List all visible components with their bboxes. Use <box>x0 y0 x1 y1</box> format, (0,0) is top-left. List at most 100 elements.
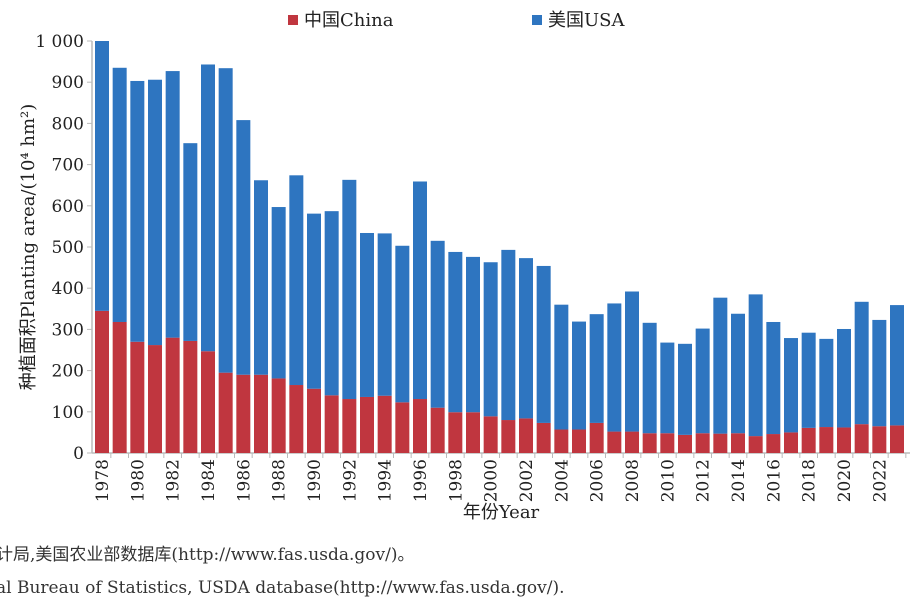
bar-china-2005 <box>572 429 586 453</box>
x-axis-title: 年份Year <box>463 502 540 523</box>
bar-china-1995 <box>395 402 410 453</box>
x-tick-label: 2008 <box>623 459 643 502</box>
bar-china-1999 <box>466 412 480 453</box>
bar-china-2021 <box>854 424 869 453</box>
bar-usa-1988 <box>271 207 286 379</box>
bar-china-2004 <box>554 429 569 453</box>
bar-china-1989 <box>289 385 304 453</box>
bar-china-2023 <box>890 425 904 453</box>
bar-usa-2007 <box>607 303 622 432</box>
bar-china-2008 <box>625 431 639 453</box>
bar-usa-1981 <box>148 79 162 346</box>
bar-china-2011 <box>678 434 692 453</box>
x-tick-label: 2014 <box>729 459 749 502</box>
legend-label-china: 中国China <box>304 10 394 31</box>
bar-china-1985 <box>218 372 233 453</box>
bar-china-1990 <box>307 388 321 453</box>
bar-china-2014 <box>731 433 745 453</box>
x-tick-label: 2002 <box>517 459 537 502</box>
legend-label-usa: 美国USA <box>548 10 626 31</box>
bar-china-2018 <box>801 427 816 453</box>
bar-china-1996 <box>413 399 427 453</box>
x-tick-label: 1990 <box>305 459 325 502</box>
bar-usa-2010 <box>660 342 675 434</box>
bar-usa-1979 <box>112 67 127 322</box>
y-tick-label: 200 <box>52 362 84 382</box>
y-tick-label: 700 <box>52 156 84 176</box>
bar-usa-2005 <box>572 321 586 430</box>
x-tick-label: 2004 <box>552 459 572 502</box>
bar-china-1994 <box>377 395 392 453</box>
bar-usa-2006 <box>589 314 604 423</box>
bar-usa-2004 <box>554 304 569 430</box>
bar-china-2009 <box>642 433 657 453</box>
bar-usa-2013 <box>713 297 728 434</box>
bar-china-1993 <box>360 396 374 453</box>
y-tick-label: 300 <box>52 320 84 340</box>
bar-china-2015 <box>748 436 763 453</box>
bar-china-1981 <box>148 345 162 453</box>
x-tick-label: 2020 <box>835 459 855 502</box>
x-tick-label: 1998 <box>446 459 466 502</box>
bar-china-1991 <box>324 395 339 453</box>
x-tick-label: 1978 <box>93 459 113 502</box>
bar-china-2002 <box>519 418 533 453</box>
bar-usa-1991 <box>324 211 339 396</box>
y-tick-label: 0 <box>73 444 84 464</box>
bar-usa-2001 <box>501 249 516 421</box>
x-tick-label: 1996 <box>411 459 431 502</box>
x-tick-label: 2010 <box>658 459 678 502</box>
x-tick-label: 2016 <box>764 459 784 502</box>
bar-usa-1986 <box>236 120 251 375</box>
x-tick-label: 1992 <box>340 459 360 502</box>
bar-usa-1995 <box>395 245 410 403</box>
bar-usa-1989 <box>289 175 304 386</box>
bar-usa-1982 <box>165 71 180 338</box>
bar-china-2000 <box>483 416 498 453</box>
legend-swatch-usa <box>532 15 542 25</box>
bar-usa-2023 <box>890 305 904 426</box>
bar-china-2019 <box>819 427 834 453</box>
x-tick-label: 1994 <box>376 459 396 502</box>
bar-usa-1998 <box>448 251 463 413</box>
y-tick-label: 800 <box>52 114 84 134</box>
x-tick-label: 1984 <box>199 459 219 502</box>
bar-china-2013 <box>713 433 728 453</box>
bar-china-1988 <box>271 378 286 453</box>
bar-usa-2008 <box>625 291 639 432</box>
bar-usa-2015 <box>748 294 763 437</box>
bar-china-1984 <box>201 351 215 453</box>
bar-usa-2000 <box>483 262 498 417</box>
bar-usa-1980 <box>130 80 145 342</box>
bar-china-1978 <box>95 310 109 453</box>
bar-china-2022 <box>872 426 887 453</box>
bar-china-2006 <box>589 422 604 453</box>
bar-usa-2019 <box>819 338 834 428</box>
y-axis-title: 种植面积Planting area/(10⁴ hm²) <box>18 104 39 391</box>
bar-china-1983 <box>183 340 198 453</box>
legend-swatch-china <box>288 15 298 25</box>
bar-china-1979 <box>112 321 127 453</box>
bar-usa-2003 <box>536 265 551 423</box>
bar-china-1987 <box>254 374 268 453</box>
bar-china-2020 <box>837 427 851 453</box>
bar-china-2016 <box>766 434 781 453</box>
y-tick-label: 600 <box>52 197 84 217</box>
x-tick-label: 2018 <box>800 459 820 502</box>
bar-usa-2018 <box>801 332 816 428</box>
x-tick-label: 1980 <box>128 459 148 502</box>
bar-usa-1987 <box>254 180 268 375</box>
bar-usa-2002 <box>519 258 533 419</box>
y-tick-label: 400 <box>52 279 84 299</box>
y-tick-label: 1 000 <box>35 32 84 52</box>
bar-china-2001 <box>501 420 516 453</box>
bar-china-2012 <box>695 433 710 453</box>
bar-china-1980 <box>130 341 145 453</box>
y-tick-label: 100 <box>52 403 84 423</box>
x-tick-label: 1988 <box>270 459 290 502</box>
bar-usa-1996 <box>413 181 427 400</box>
bar-china-1982 <box>165 337 180 453</box>
bar-usa-2021 <box>854 301 869 425</box>
bar-usa-1999 <box>466 256 480 413</box>
